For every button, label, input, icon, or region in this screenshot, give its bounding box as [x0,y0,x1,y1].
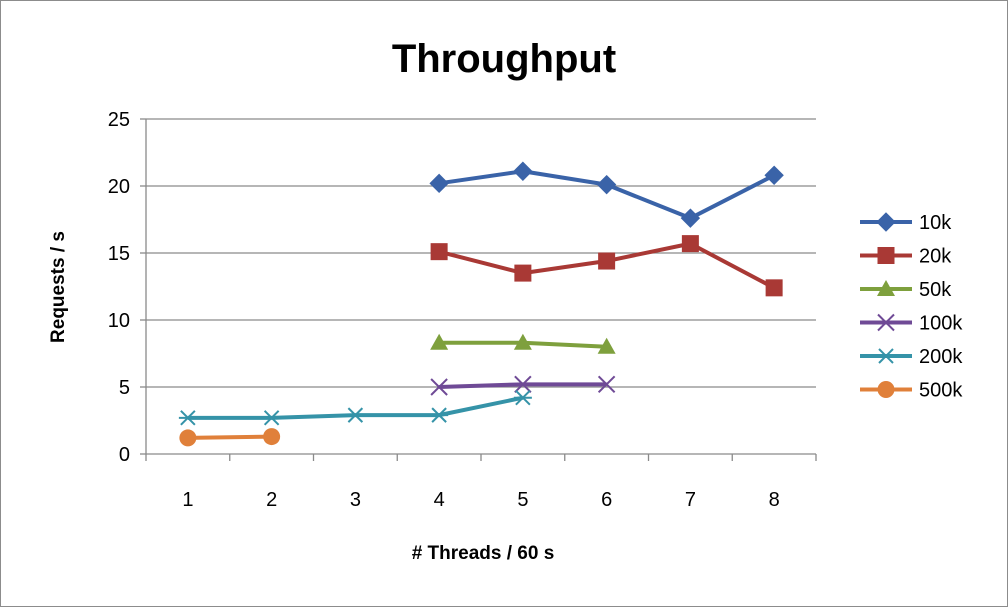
legend-item-200k: 200k [860,346,963,368]
data-point-200k [513,390,532,406]
series-line-500k [187,434,272,440]
legend-label: 500k [919,380,963,402]
data-point-10k [596,174,617,195]
data-point-500k [179,429,197,447]
legend-item-10k: 10k [860,212,952,234]
y-tick-label: 15 [108,243,130,265]
y-tick-label: 25 [108,109,130,131]
legend-item-500k: 500k [860,380,963,402]
data-point-20k [430,243,448,261]
y-tick-label: 5 [119,377,130,399]
legend-label: 200k [919,346,963,368]
data-point-50k [597,337,616,354]
data-point-50k [513,333,532,350]
series-layer [178,161,784,447]
data-point-10k [513,161,533,181]
data-point-200k [262,410,281,426]
gridlines [146,118,816,388]
legend-marker [877,247,895,264]
legend: 10k 20k 50k 100k 200k 500k [860,212,963,402]
legend-item-100k: 100k [860,313,963,335]
series-20k [430,235,783,297]
y-axis-title: Requests / s [48,231,69,343]
series-200k [178,390,532,426]
y-tick-label: 10 [108,310,130,332]
data-point-20k [598,252,616,270]
data-point-20k [514,264,532,282]
x-tick-label: 6 [601,489,612,511]
y-tick-label: 20 [108,176,130,198]
series-10k [429,161,784,228]
x-tick-label: 7 [685,489,696,511]
data-point-100k [514,375,532,394]
y-tick-label: 0 [119,444,130,466]
x-tick-label: 8 [769,489,780,511]
x-tick-label: 3 [350,489,361,511]
data-point-10k [764,165,784,185]
x-tick-label: 4 [434,489,445,511]
legend-label: 20k [919,246,952,268]
axes: 0 5 10 15 20 25 1 2 3 4 5 6 7 8 [108,109,817,511]
data-point-50k [430,333,449,350]
data-point-10k [429,173,449,194]
x-tick-label: 5 [517,489,528,511]
data-point-100k [597,375,616,394]
legend-item-50k: 50k [860,279,952,301]
series-50k [430,333,616,354]
series-500k [179,428,281,447]
series-100k [430,375,616,396]
legend-item-20k: 20k [860,246,952,268]
data-point-100k [430,378,448,396]
data-point-200k [178,410,197,426]
legend-label: 10k [919,212,952,234]
data-point-10k [680,208,701,228]
data-point-500k [263,428,281,446]
data-point-200k [430,407,449,423]
legend-marker [876,212,896,232]
legend-label: 100k [919,313,963,335]
legend-marker [877,313,895,332]
legend-marker [877,280,895,296]
chart-title: Throughput [392,37,616,81]
x-tick-label: 2 [266,489,277,511]
legend-marker [877,381,895,398]
data-point-20k [765,279,783,297]
x-tick-label: 1 [182,489,193,511]
x-axis-title: # Threads / 60 s [412,543,555,564]
legend-marker [877,348,895,364]
legend-label: 50k [919,279,952,301]
data-point-20k [681,235,699,253]
data-point-200k [346,407,365,423]
